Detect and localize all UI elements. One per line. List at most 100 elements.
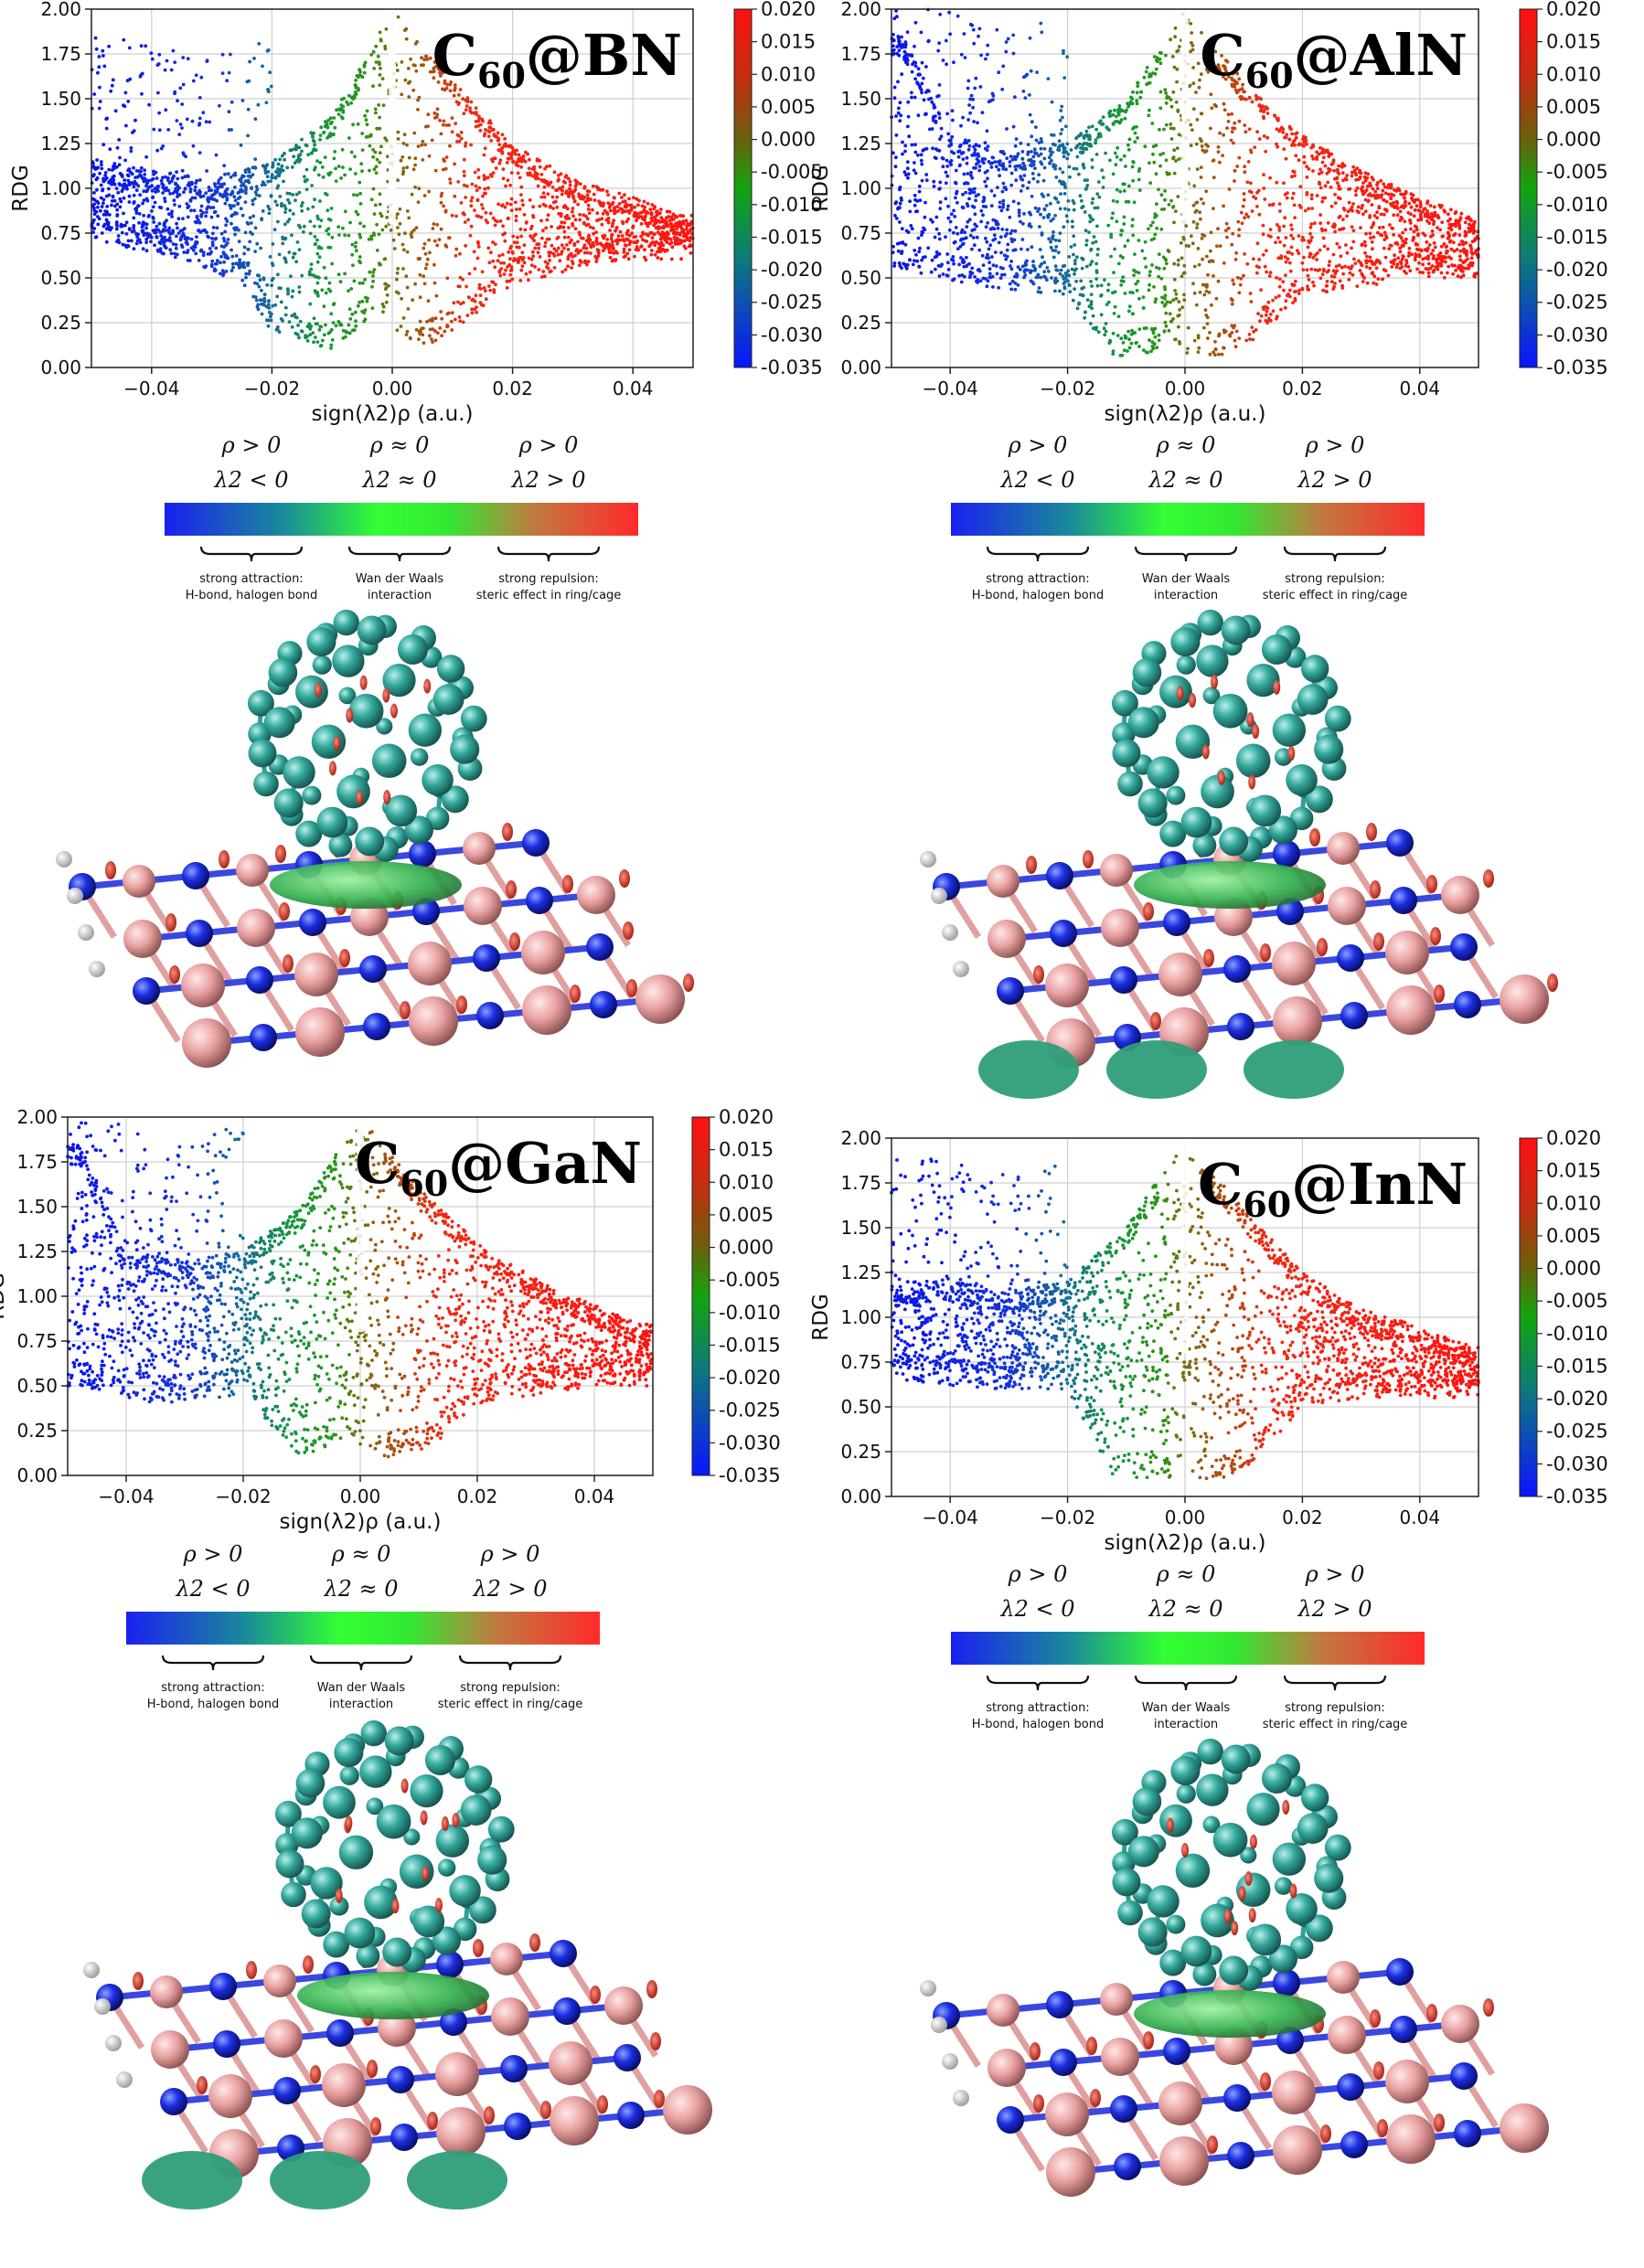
colorbar-tick-label: -0.015	[761, 226, 823, 248]
scatter-point	[1418, 202, 1423, 207]
scatter-point	[1158, 61, 1163, 66]
scatter-point	[557, 211, 561, 216]
scatter-point	[298, 225, 303, 229]
scatter-point	[513, 152, 518, 156]
scatter-point	[620, 219, 625, 224]
scatter-point	[1372, 177, 1375, 182]
scatter-point	[1041, 255, 1044, 260]
scatter-point	[582, 185, 587, 189]
scatter-point	[117, 138, 122, 142]
scatter-point	[949, 138, 953, 143]
scatter-point	[186, 174, 190, 178]
legend-lambda-1: λ2 < 0	[213, 467, 288, 493]
scatter-point	[1084, 239, 1089, 243]
scatter-point	[175, 221, 179, 226]
scatter-point	[230, 254, 235, 259]
scatter-point	[1191, 81, 1196, 86]
scatter-point	[248, 216, 252, 220]
scatter-point	[297, 285, 302, 289]
scatter-point	[997, 167, 1001, 172]
scatter-point	[559, 214, 563, 218]
scatter-point	[327, 173, 331, 177]
scatter-point	[322, 304, 326, 308]
rdg-panel-1: −0.04 −0.02 0.00 0.02 0.040.000.250.500.751.…	[9, 0, 823, 426]
scatter-point	[112, 166, 116, 171]
scatter-point	[354, 319, 358, 323]
scatter-point	[336, 165, 341, 168]
scatter-point	[1315, 155, 1318, 159]
scatter-point	[488, 173, 493, 176]
scatter-point	[427, 238, 431, 242]
scatter-point	[644, 221, 648, 226]
scatter-point	[371, 231, 376, 236]
scatter-point	[1039, 146, 1043, 151]
scatter-point	[625, 219, 629, 224]
scatter-point	[1243, 216, 1246, 220]
scatter-point	[986, 221, 990, 225]
scatter-point	[1368, 266, 1372, 271]
scatter-point	[1197, 346, 1201, 350]
scatter-point	[566, 235, 571, 240]
scatter-point	[1006, 208, 1009, 212]
scatter-point	[1190, 43, 1195, 48]
scatter-point	[552, 247, 557, 251]
scatter-point	[626, 257, 631, 261]
scatter-point	[483, 146, 487, 151]
scatter-point	[560, 243, 564, 247]
scatter-point	[454, 247, 459, 251]
scatter-point	[946, 268, 951, 272]
scatter-point	[332, 156, 336, 161]
scatter-point	[1094, 261, 1099, 266]
scatter-point	[1237, 155, 1242, 160]
scatter-point	[556, 252, 560, 257]
scatter-point	[924, 173, 929, 176]
scatter-point	[168, 192, 173, 196]
scatter-point	[1147, 227, 1150, 231]
scatter-point	[640, 204, 645, 208]
scatter-point	[1116, 145, 1120, 150]
scatter-point	[473, 307, 476, 312]
scatter-point	[1325, 280, 1329, 283]
atom-n	[182, 862, 209, 889]
scatter-point	[1318, 186, 1323, 190]
scatter-point	[635, 240, 639, 244]
scatter-point	[240, 213, 245, 218]
atom-metal	[123, 865, 155, 898]
scatter-point	[528, 198, 532, 202]
scatter-point	[1456, 274, 1460, 278]
scatter-point	[168, 172, 172, 176]
scatter-point	[522, 261, 527, 265]
scatter-point	[464, 144, 467, 148]
scatter-point	[448, 89, 453, 93]
scatter-point	[1020, 184, 1025, 188]
scatter-point	[477, 114, 481, 119]
scatter-point	[1279, 307, 1283, 312]
scatter-point	[1375, 183, 1379, 187]
scatter-point	[1398, 218, 1403, 223]
scatter-point	[209, 188, 214, 193]
scatter-point	[349, 95, 354, 100]
atom-n	[133, 977, 160, 1005]
scatter-point	[666, 223, 669, 227]
scatter-point	[503, 239, 507, 243]
scatter-point	[1341, 178, 1345, 183]
scatter-point	[395, 69, 400, 72]
scatter-point	[924, 178, 929, 183]
scatter-point	[1437, 253, 1441, 258]
scatter-point	[582, 250, 587, 255]
scatter-point	[383, 47, 388, 51]
scatter-point	[219, 261, 222, 265]
scatter-point	[578, 232, 582, 237]
scatter-point	[1163, 88, 1168, 92]
scatter-point	[347, 233, 351, 238]
atom-metal	[464, 887, 502, 925]
scatter-point	[246, 133, 250, 138]
scatter-point	[633, 254, 636, 259]
scatter-point	[468, 233, 473, 238]
scatter-point	[150, 184, 155, 188]
scatter-point	[125, 173, 130, 177]
scatter-point	[181, 217, 185, 221]
scatter-point	[137, 212, 142, 216]
scatter-point	[336, 320, 341, 324]
scatter-point	[167, 236, 172, 240]
